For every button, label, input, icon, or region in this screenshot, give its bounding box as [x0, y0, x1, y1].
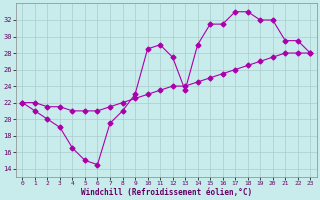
X-axis label: Windchill (Refroidissement éolien,°C): Windchill (Refroidissement éolien,°C) [81, 188, 252, 197]
